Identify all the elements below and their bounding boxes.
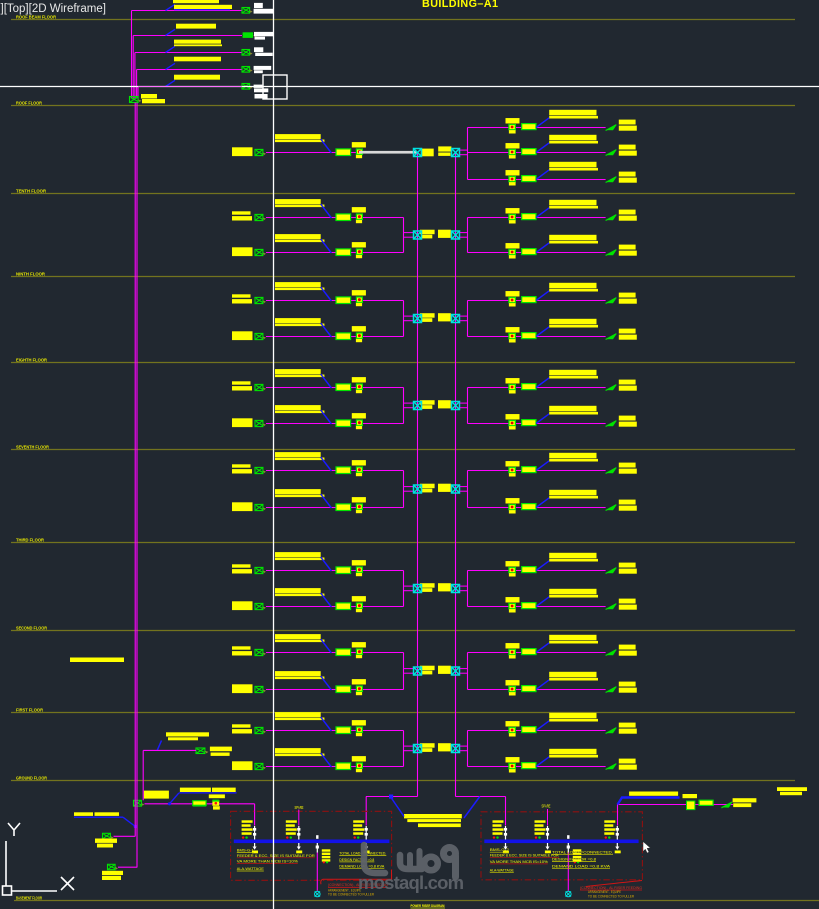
svg-text:DESIGN FACTOR =0.8: DESIGN FACTOR =0.8 [339,858,374,862]
svg-text:NINTH FLOOR: NINTH FLOOR [16,271,45,276]
svg-text:BUILDING–A1: BUILDING–A1 [422,0,498,10]
svg-text:ALA-WATTAGE: ALA-WATTAGE [490,868,514,872]
svg-text:TOTAL LOAD =CONNECTED.: TOTAL LOAD =CONNECTED. [552,851,613,855]
svg-text:DESIGN FACTOR =0.8: DESIGN FACTOR =0.8 [552,858,596,862]
svg-text:GROUND FLOOR: GROUND FLOOR [16,775,47,780]
svg-text:FIRST FLOOR: FIRST FLOOR [16,707,43,712]
svg-text:VA MORE THAN MCB IS=10%: VA MORE THAN MCB IS=10% [490,860,549,864]
svg-text:TO BE CONNECTED TO FULLER: TO BE CONNECTED TO FULLER [328,893,374,897]
svg-text:BASEMENT FLOOR: BASEMENT FLOOR [16,896,42,901]
svg-text:SPARE: SPARE [542,803,551,808]
svg-text:TO BE CONNECTED TO FULLER: TO BE CONNECTED TO FULLER [588,894,634,898]
svg-text:(CONNECTION) , AL RISER FEEDIN: (CONNECTION) , AL RISER FEEDING [328,883,388,887]
svg-text:SPARE: SPARE [295,805,304,810]
svg-text:VA MORE THAN MCB IS=10%: VA MORE THAN MCB IS=10% [237,860,299,864]
svg-text:ARRANGEMENT , EQUIPE: ARRANGEMENT , EQUIPE [588,890,621,894]
svg-text:ALA-WATTAGE: ALA-WATTAGE [237,867,264,871]
svg-text:EIGHTH FLOOR: EIGHTH FLOOR [16,357,47,362]
svg-text:(CONNECTION) , AL RISER FEEDIN: (CONNECTION) , AL RISER FEEDING [580,886,642,890]
svg-text:ROOF FLOOR: ROOF FLOOR [16,100,42,105]
svg-text:SEVENTH FLOOR: SEVENTH FLOOR [16,444,49,449]
svg-text:][Top][2D Wireframe]: ][Top][2D Wireframe] [1,3,106,15]
svg-text:THIRD FLOOR: THIRD FLOOR [16,537,44,542]
svg-text:BMS-G-1: BMS-G-1 [237,849,254,853]
svg-text:DEMAND LOAD =0.8 KVA: DEMAND LOAD =0.8 KVA [552,865,611,869]
svg-text:POWER RISER DIAGRAM: POWER RISER DIAGRAM [411,904,445,908]
svg-text:BMS-G-2: BMS-G-2 [490,848,509,852]
svg-text:ARRANGEMENT , EQUIPE: ARRANGEMENT , EQUIPE [328,888,361,892]
svg-text:FEEDER & ECC. SIZE IS SUITABLE: FEEDER & ECC. SIZE IS SUITABLE FOR [490,854,559,858]
svg-text:TENTH FLOOR: TENTH FLOOR [16,188,46,193]
svg-text:FEEDER & ECC. SIZE IS SUITABLE: FEEDER & ECC. SIZE IS SUITABLE FOR [237,854,315,858]
svg-text:SECOND FLOOR: SECOND FLOOR [16,625,47,630]
svg-text:mostaql.com: mostaql.com [358,872,464,893]
svg-text:ROOF BEAM FLOOR: ROOF BEAM FLOOR [16,14,56,19]
